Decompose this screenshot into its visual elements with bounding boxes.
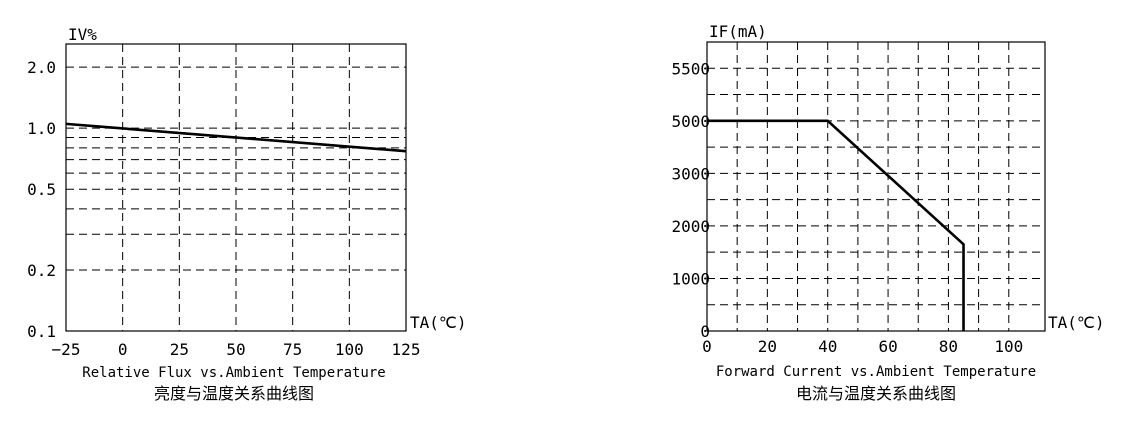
current-y-tick-label: 3000 [671, 164, 710, 183]
flux-x-tick-label: 50 [226, 340, 245, 359]
current-y-tick-label: 2000 [671, 217, 710, 236]
forward-current-chart: 0 20 40 60 80 100 0 1000 2000 3000 5000 5500 IF(mA… [671, 22, 1104, 403]
flux-y-tick-label: 1.0 [27, 119, 56, 138]
flux-x-tick-label: 100 [335, 340, 364, 359]
flux-caption-en: Relative Flux vs.Ambient Temperature [82, 365, 385, 381]
current-caption-cn: 电流与温度关系曲线图 [796, 384, 956, 403]
flux-y-axis-label: IV% [68, 25, 97, 44]
flux-y-tick-label: 2.0 [27, 58, 56, 77]
current-y-tick-label: 0 [700, 322, 710, 341]
current-chart-frame [706, 41, 1046, 332]
relative-flux-chart: −25 0 25 50 75 100 125 0.1 0.2 0.5 1.0 2.0 IV% TA(… [27, 25, 466, 403]
current-y-axis-label: IF(mA) [709, 22, 767, 41]
flux-x-axis-label: TA(℃) [410, 313, 467, 332]
current-x-tick-label: 100 [994, 337, 1023, 356]
flux-chart-grid [66, 44, 406, 331]
flux-caption-cn: 亮度与温度关系曲线图 [154, 384, 314, 403]
current-chart-grid [707, 42, 1045, 331]
flux-x-tick-labels: −25 0 25 50 75 100 125 [52, 340, 421, 359]
flux-x-tick-label: 25 [170, 340, 189, 359]
current-x-axis-label: TA(℃) [1048, 313, 1105, 332]
flux-y-tick-label: 0.2 [27, 261, 56, 280]
flux-chart-frame [65, 43, 407, 332]
flux-x-tick-label: 75 [283, 340, 302, 359]
flux-y-tick-label: 0.1 [27, 322, 56, 341]
current-x-tick-label: 80 [939, 337, 958, 356]
flux-series-line [65, 122, 407, 153]
current-x-tick-label: 60 [878, 337, 897, 356]
current-x-tick-label: 20 [758, 337, 777, 356]
flux-y-tick-labels: 0.1 0.2 0.5 1.0 2.0 [27, 58, 56, 341]
flux-y-tick-label: 0.5 [27, 180, 56, 199]
current-y-tick-labels: 0 1000 2000 3000 5000 5500 [671, 59, 710, 341]
current-x-tick-labels: 0 20 40 60 80 100 [702, 337, 1023, 356]
current-y-tick-label: 5000 [671, 112, 710, 131]
current-x-tick-label: 40 [818, 337, 837, 356]
current-y-tick-label: 1000 [671, 269, 710, 288]
current-caption-en: Forward Current vs.Ambient Temperature [716, 364, 1036, 380]
current-series-line [707, 119, 965, 331]
flux-x-tick-label: −25 [52, 340, 81, 359]
flux-x-tick-label: 0 [118, 340, 128, 359]
current-y-tick-label: 5500 [671, 59, 710, 78]
current-x-tick-label: 0 [702, 337, 712, 356]
flux-x-tick-label: 125 [392, 340, 421, 359]
